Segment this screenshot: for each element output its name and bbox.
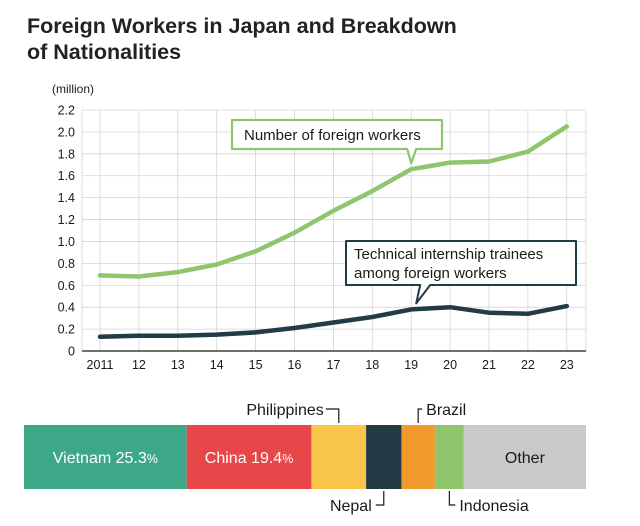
- segment-pct-sign: %: [147, 452, 158, 466]
- segment-brazil: [401, 425, 435, 489]
- chart-title: Foreign Workers in Japan and Breakdown o…: [27, 13, 547, 65]
- callout-box: [230, 118, 444, 165]
- y-tick-label: 0.8: [58, 257, 75, 271]
- segment-pct: 25.3: [116, 450, 147, 467]
- segment-label-indonesia: Indonesia: [459, 498, 528, 515]
- callouts: Number of foreign workers Technical inter…: [230, 118, 577, 305]
- leader-line-nepal: [375, 491, 385, 506]
- segment-other: [463, 425, 586, 489]
- callout-label: Technical internship trainees: [354, 246, 543, 263]
- callout-foreign-workers: Number of foreign workers: [230, 118, 444, 165]
- segment-nepal: [366, 425, 402, 489]
- segment-philippines: [311, 425, 367, 489]
- leader-line-brazil: [417, 408, 423, 423]
- segment-label-brazil: Brazil: [426, 402, 466, 419]
- y-tick-label: 0.6: [58, 279, 75, 293]
- y-tick-label: 2.0: [58, 125, 75, 139]
- callout-trainees: Technical internship trainees among forei…: [345, 240, 577, 305]
- segment-label-nepal: Nepal: [330, 498, 372, 515]
- y-tick-label: 0.4: [58, 301, 75, 315]
- x-tick-label: 13: [171, 358, 185, 372]
- x-tick-label: 21: [482, 358, 496, 372]
- chart-title-line-1: Foreign Workers in Japan and Breakdown: [27, 14, 457, 38]
- segment-label-china: China 19.4%: [205, 450, 294, 467]
- y-tick-label: 0: [68, 345, 75, 359]
- callout-label: among foreign workers: [354, 265, 507, 282]
- y-tick-label: 1.0: [58, 235, 75, 249]
- y-tick-label: 1.4: [58, 191, 75, 205]
- y-tick-label: 1.2: [58, 213, 75, 227]
- segment-name: Vietnam: [53, 450, 116, 467]
- nationality-breakdown-bar: Vietnam 25.3% China 19.4%PhilippinesNepal…: [24, 402, 586, 515]
- x-tick-label: 15: [249, 358, 263, 372]
- x-tick-label: 18: [365, 358, 379, 372]
- x-tick-label: 23: [560, 358, 574, 372]
- x-tick-label: 16: [288, 358, 302, 372]
- y-tick-label: 1.6: [58, 169, 75, 183]
- grid-lines: [81, 109, 587, 351]
- chart-title-line-2: of Nationalities: [27, 40, 182, 64]
- x-tick-label: 19: [404, 358, 418, 372]
- segment-vietnam: [24, 425, 187, 489]
- x-tick-label: 20: [443, 358, 457, 372]
- segment-pct-sign: %: [282, 452, 293, 466]
- x-tick-label: 2011: [87, 358, 114, 372]
- segment-label-vietnam: Vietnam 25.3%: [53, 450, 158, 467]
- callout-box: [345, 240, 577, 305]
- segment-name: Other: [505, 450, 546, 467]
- leader-line-indonesia: [448, 491, 456, 506]
- segment-label-other: Other: [505, 450, 546, 467]
- y-tick-label: 2.2: [58, 104, 75, 118]
- segment-pct: 19.4: [251, 450, 282, 467]
- segment-indonesia: [434, 425, 464, 489]
- y-tick-label: 0.2: [58, 323, 75, 337]
- x-tick-label: 17: [326, 358, 340, 372]
- segment-name: China: [205, 450, 251, 467]
- segment-label-philippines: Philippines: [246, 402, 323, 419]
- callout-label: Number of foreign workers: [244, 127, 421, 144]
- x-tick-label: 22: [521, 358, 535, 372]
- leader-line-philippines: [325, 408, 340, 423]
- segment-china: [186, 425, 312, 489]
- x-tick-label: 12: [132, 358, 146, 372]
- series-lines: [97, 124, 570, 340]
- axes: (million) 0 0.2 0.4 0.6 0.8 1.0 1.2 1.4 1.6 1.8 2.0…: [52, 82, 586, 372]
- y-tick-label: 1.8: [58, 147, 75, 161]
- y-axis-unit: (million): [52, 82, 94, 96]
- x-tick-label: 14: [210, 358, 224, 372]
